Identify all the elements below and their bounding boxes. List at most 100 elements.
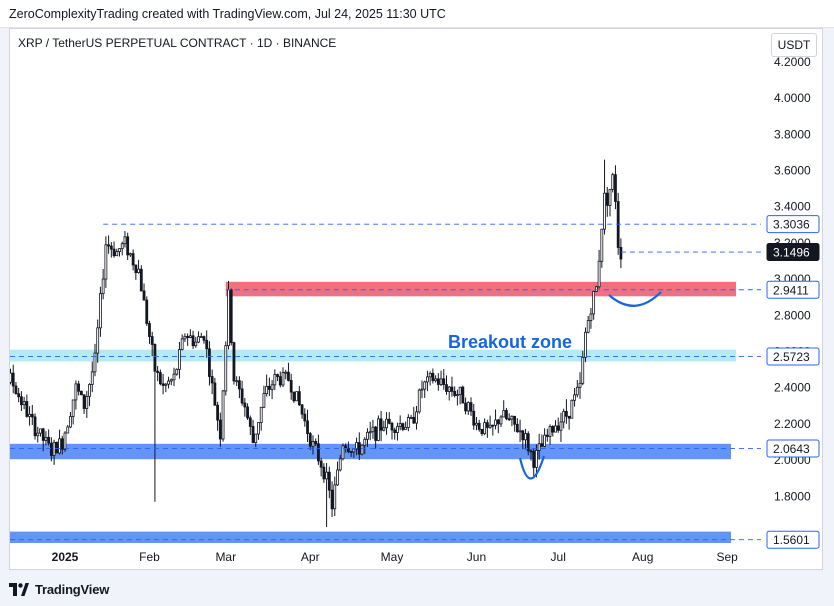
badge-label: 3.1496 xyxy=(773,246,810,260)
candle xyxy=(158,369,162,386)
candle xyxy=(292,391,296,403)
candle xyxy=(216,401,220,431)
candle-body xyxy=(393,429,397,434)
candle xyxy=(352,448,356,458)
candle-body xyxy=(472,410,476,426)
candle-body xyxy=(259,406,263,424)
x-tick-label: Jul xyxy=(551,550,566,564)
candle-body xyxy=(183,335,187,340)
candle-body xyxy=(477,422,481,430)
candle xyxy=(548,424,552,445)
candle-body xyxy=(597,260,601,288)
candle-body xyxy=(292,391,296,402)
candle-body xyxy=(600,228,604,262)
candle xyxy=(77,380,81,396)
candle-body xyxy=(52,441,56,456)
candle xyxy=(167,376,170,389)
x-tick-label: May xyxy=(381,550,404,564)
candle xyxy=(257,422,260,440)
candle-body xyxy=(502,410,506,418)
candle-body xyxy=(461,386,465,404)
candle-body xyxy=(352,448,356,453)
candle-body xyxy=(554,425,557,433)
candle xyxy=(401,422,405,432)
candle-body xyxy=(524,433,527,441)
candle-body xyxy=(464,402,467,412)
candle xyxy=(221,389,225,442)
candle xyxy=(559,412,563,442)
x-tick-label: Mar xyxy=(215,550,236,564)
x-tick-label: Feb xyxy=(139,550,160,564)
candle xyxy=(229,288,233,346)
candle xyxy=(450,376,454,397)
candle-body xyxy=(303,413,307,422)
candle xyxy=(243,397,247,417)
candle-body xyxy=(161,383,165,386)
candle-body xyxy=(251,425,255,444)
candle xyxy=(428,371,432,386)
candle-body xyxy=(112,248,116,257)
candle xyxy=(540,434,544,447)
candle-body xyxy=(96,327,100,354)
candle xyxy=(477,419,481,432)
candle-body xyxy=(175,368,179,375)
candle xyxy=(44,431,48,446)
candle-body xyxy=(608,188,612,206)
candle xyxy=(150,331,154,357)
candle-body xyxy=(265,385,269,394)
candle-body xyxy=(186,335,190,338)
candle-body xyxy=(109,245,113,250)
candle xyxy=(404,421,408,430)
candle xyxy=(278,371,282,388)
candle xyxy=(565,399,568,424)
candle-body xyxy=(145,299,149,324)
candle-body xyxy=(58,438,61,454)
candle-body xyxy=(521,430,525,441)
candle xyxy=(406,414,410,432)
y-tick-label: 2.4000 xyxy=(774,381,811,395)
y-tick-label: 2.2000 xyxy=(774,417,811,431)
candle xyxy=(603,159,606,235)
candle xyxy=(426,370,429,392)
candle xyxy=(145,296,149,326)
candle-body xyxy=(1,376,3,383)
candle xyxy=(483,418,487,436)
candle xyxy=(10,368,12,385)
candle xyxy=(308,432,312,451)
candle-body xyxy=(158,372,162,385)
annotation-text: Breakout zone xyxy=(448,332,572,352)
candle-body xyxy=(254,433,258,444)
candle xyxy=(205,330,209,358)
candle-body xyxy=(379,418,383,431)
candle-body xyxy=(455,394,459,396)
candle-body xyxy=(262,393,266,408)
candle xyxy=(112,241,116,258)
candle xyxy=(30,404,34,425)
candle xyxy=(128,252,132,257)
candle-body xyxy=(88,384,91,397)
candle-body xyxy=(611,174,615,190)
candle-body xyxy=(398,423,402,427)
candle-body xyxy=(153,344,157,372)
candle xyxy=(390,421,394,440)
candle xyxy=(82,394,86,415)
candle-body xyxy=(485,422,489,428)
candle-body xyxy=(311,440,315,447)
candles xyxy=(1,159,623,528)
candle-body xyxy=(297,391,301,406)
currency-button[interactable]: USDT xyxy=(771,33,817,57)
candle xyxy=(303,408,307,427)
candle xyxy=(169,378,173,386)
y-tick-label: 4.2000 xyxy=(774,55,811,69)
candle xyxy=(172,367,176,387)
candle xyxy=(578,372,582,399)
tradingview-logo[interactable]: TradingView xyxy=(9,582,109,597)
candle xyxy=(109,242,113,258)
candle-body xyxy=(507,418,511,421)
candle xyxy=(464,397,467,415)
badge-label: 2.5723 xyxy=(773,350,810,364)
candle-body xyxy=(475,422,478,426)
candle xyxy=(134,264,138,280)
candle xyxy=(1,372,3,385)
